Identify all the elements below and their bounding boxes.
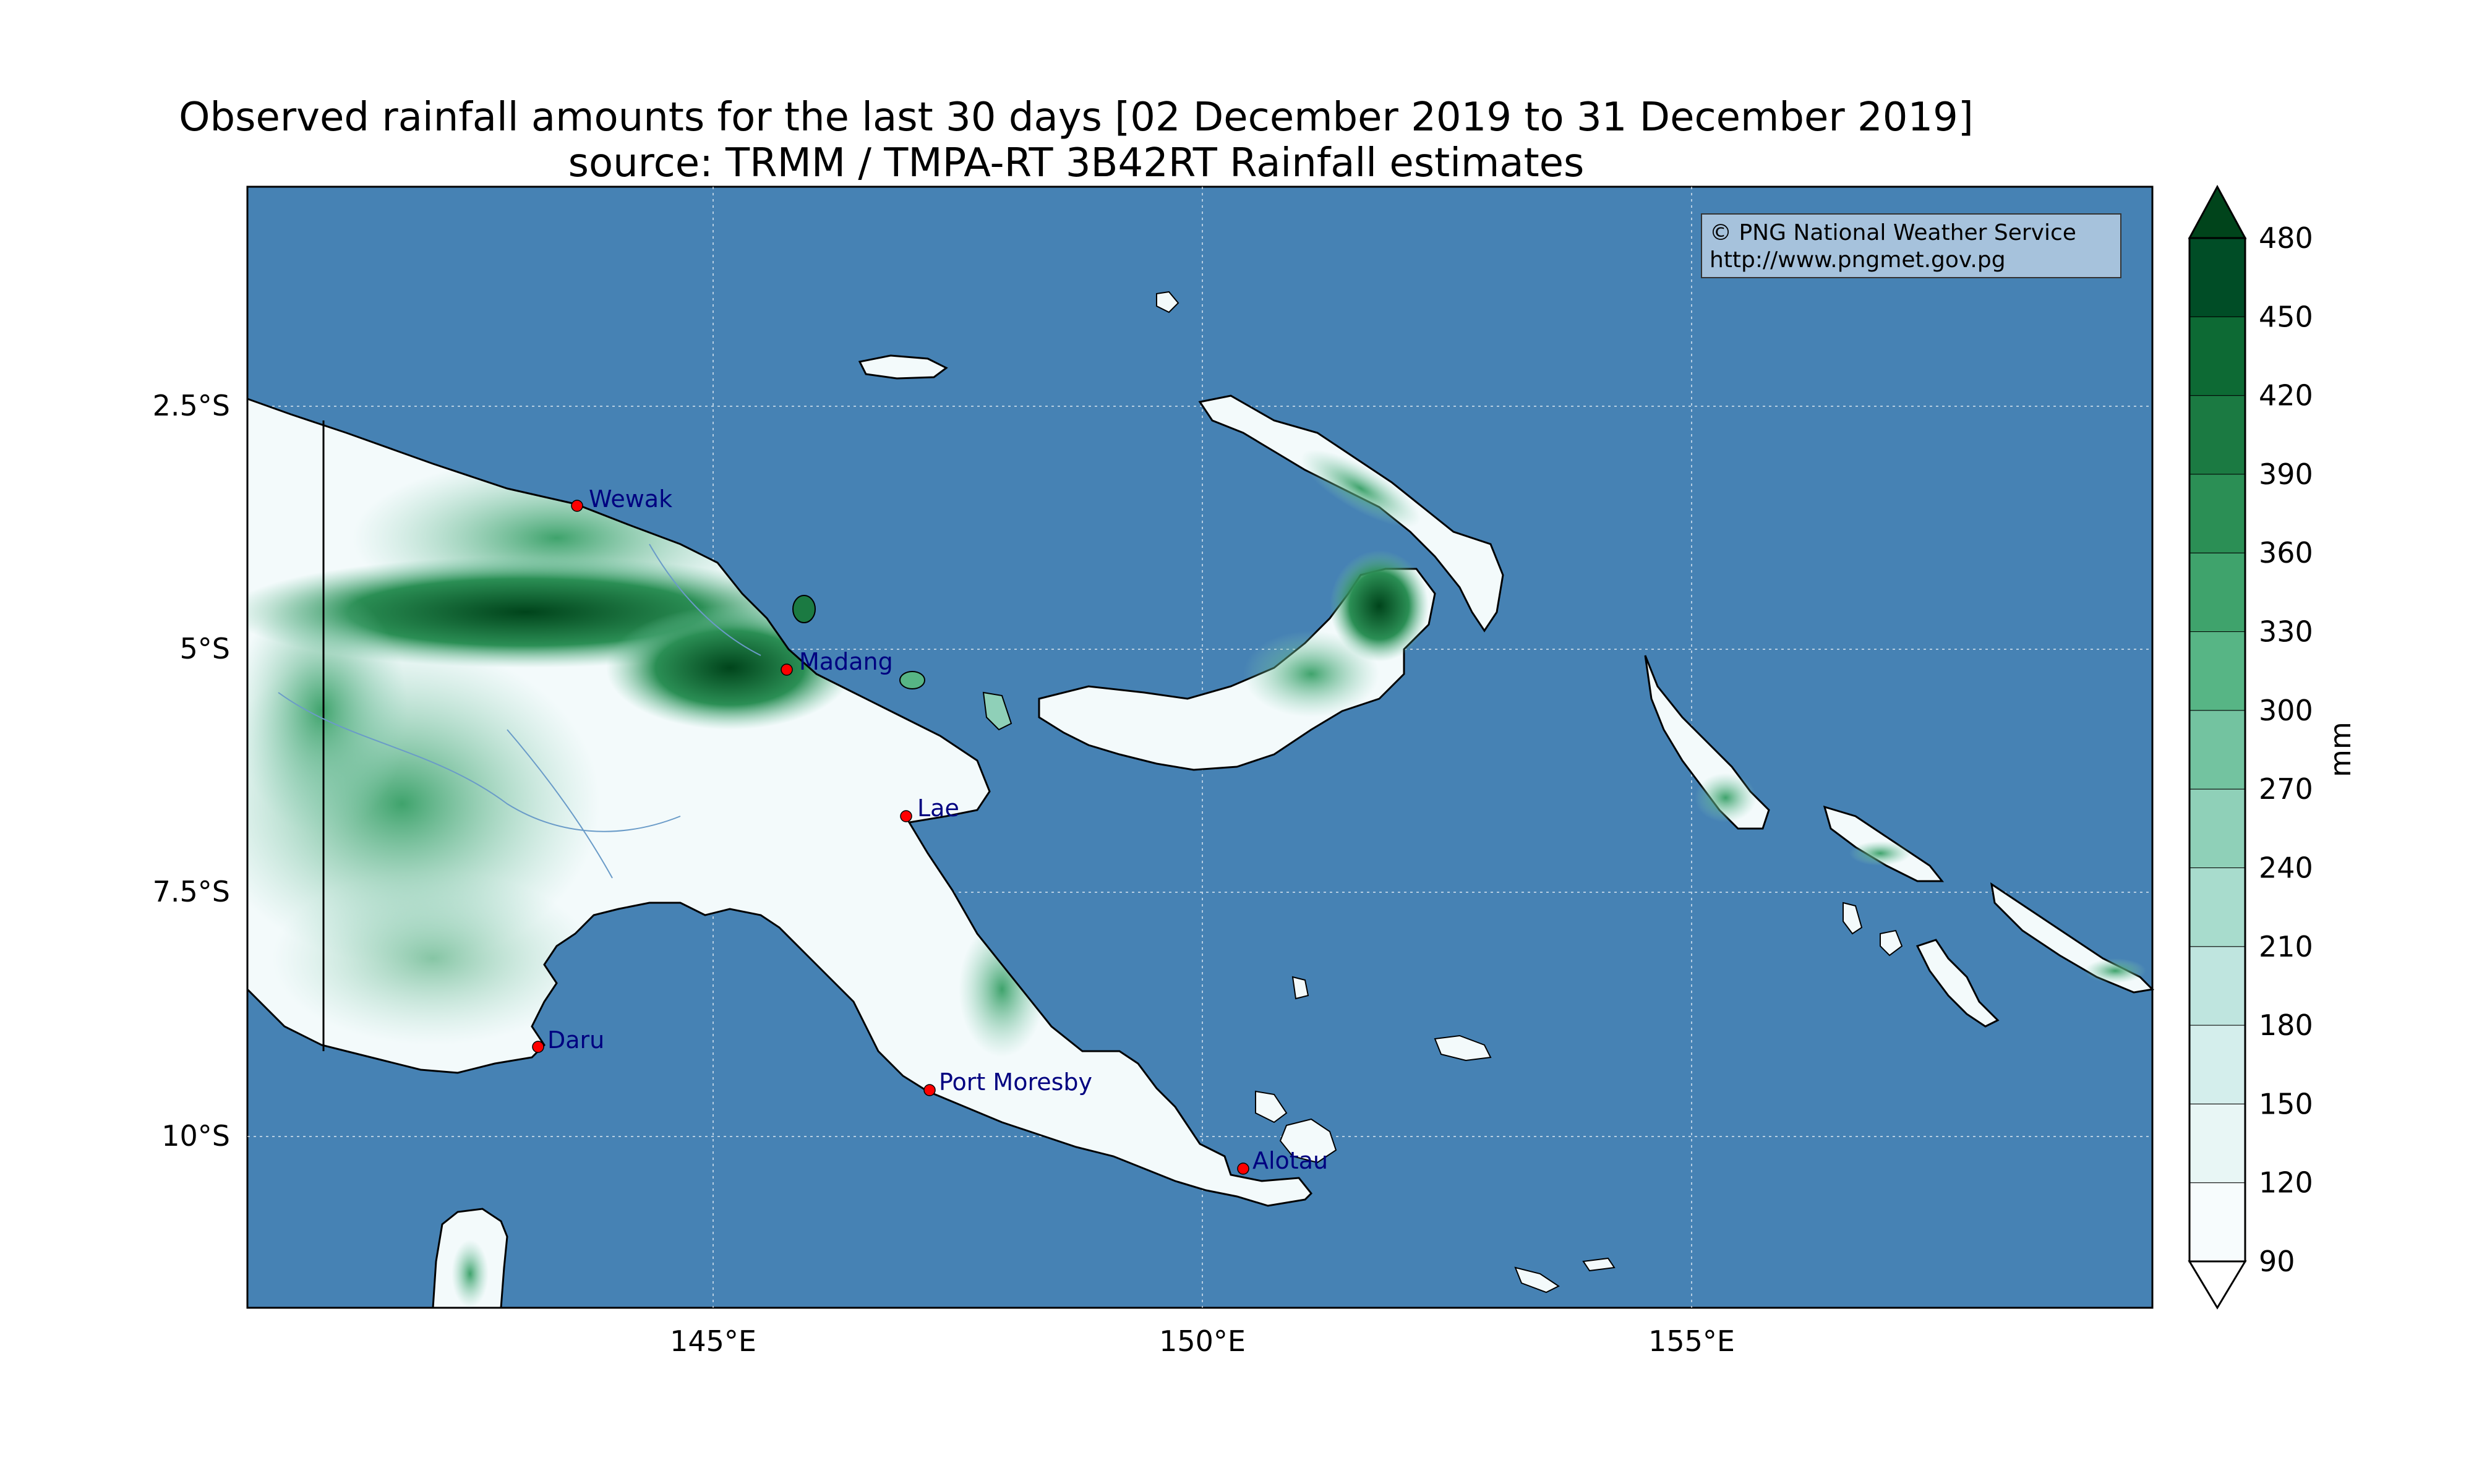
colorbar-level-label: 270: [2259, 772, 2313, 806]
city-label-port-moresby: Port Moresby: [939, 1068, 1092, 1096]
x-tick-150e: 150°E: [1159, 1324, 1246, 1358]
credit-box: © PNG National Weather Service http://ww…: [1701, 213, 2121, 278]
city-label-lae: Lae: [917, 795, 959, 822]
bougainville: [1644, 655, 1770, 830]
city-label-wewak: Wewak: [589, 485, 672, 513]
city-label-madang: Madang: [799, 648, 893, 675]
colorbar: 90 120 150 180 210 240 270 300 330 360 390 420 450 48…: [2188, 184, 2357, 1310]
colorbar-band: [2189, 552, 2246, 633]
map-title-line2: source: TRMM / TMPA-RT 3B42RT Rainfall e…: [568, 140, 1585, 186]
colorbar-band: [2189, 946, 2246, 1026]
credit-line2: http://www.pngmet.gov.pg: [1710, 247, 2006, 273]
colorbar-level-label: 210: [2259, 930, 2313, 963]
colorbar-band: [2189, 867, 2246, 947]
colorbar-level-label: 300: [2259, 694, 2313, 727]
colorbar-level-label: 150: [2259, 1087, 2313, 1120]
city-marker-port-moresby: [923, 1084, 936, 1096]
colorbar-over-triangle: [2188, 184, 2247, 239]
colorbar-level-label: 360: [2259, 536, 2313, 569]
colorbar-band: [2189, 474, 2246, 553]
city-marker-alotau: [1237, 1162, 1249, 1175]
credit-line1: © PNG National Weather Service: [1710, 220, 2076, 245]
colorbar-band: [2189, 710, 2246, 790]
y-tick-7-5s: 7.5°S: [153, 875, 230, 908]
colorbar-level-label: 450: [2259, 300, 2313, 333]
y-tick-10s: 10°S: [161, 1119, 230, 1153]
colorbar-level-label: 90: [2259, 1245, 2295, 1278]
city-markers: [532, 500, 1249, 1175]
city-marker-wewak: [571, 500, 583, 512]
new-britain: [1038, 550, 1436, 771]
city-marker-daru: [532, 1041, 544, 1053]
colorbar-bands: [2189, 237, 2246, 1262]
colorbar-labels: 90 120 150 180 210 240 270 300 330 360 390 420 450 48…: [2259, 221, 2313, 1278]
colorbar-band: [2189, 395, 2246, 475]
colorbar-band: [2189, 237, 2246, 317]
x-axis-ticks: 145°E 150°E 155°E: [670, 1324, 1735, 1358]
colorbar-level-label: 180: [2259, 1009, 2313, 1042]
karkar-islands: [792, 595, 1012, 731]
y-tick-5s: 5°S: [180, 632, 230, 665]
x-tick-155e: 155°E: [1648, 1324, 1735, 1358]
colorbar-level-label: 240: [2259, 851, 2313, 884]
city-label-daru: Daru: [547, 1026, 604, 1054]
city-marker-madang: [781, 663, 793, 676]
y-axis-ticks: 2.5°S 5°S 7.5°S 10°S: [153, 389, 230, 1153]
colorbar-level-label: 480: [2259, 221, 2313, 255]
colorbar-band: [2189, 788, 2246, 868]
map-title-line1: Observed rainfall amounts for the last 3…: [179, 95, 1974, 140]
colorbar-band: [2189, 316, 2246, 396]
cape-york: [432, 1208, 508, 1309]
manus-island: [858, 291, 1179, 380]
city-labels: Wewak Madang Lae Daru Port Moresby Alota…: [547, 485, 1328, 1174]
colorbar-unit-label: mm: [2324, 722, 2357, 777]
y-tick-2-5s: 2.5°S: [153, 389, 230, 422]
colorbar-level-label: 120: [2259, 1166, 2313, 1200]
solomon-islands: [1823, 805, 2155, 1028]
colorbar-frame: [2188, 237, 2246, 1263]
colorbar-under-triangle: [2188, 1260, 2247, 1310]
colorbar-level-label: 390: [2259, 458, 2313, 491]
colorbar-level-label: 330: [2259, 615, 2313, 649]
x-tick-145e: 145°E: [670, 1324, 756, 1358]
city-marker-lae: [900, 810, 912, 822]
colorbar-band: [2189, 631, 2246, 711]
milne-bay-islands: [1255, 976, 1616, 1294]
city-label-alotau: Alotau: [1252, 1147, 1328, 1174]
new-ireland: [1198, 394, 1504, 633]
colorbar-level-label: 420: [2259, 379, 2313, 412]
colorbar-band: [2189, 1025, 2246, 1104]
colorbar-band: [2189, 1103, 2246, 1183]
colorbar-band: [2189, 1182, 2246, 1262]
